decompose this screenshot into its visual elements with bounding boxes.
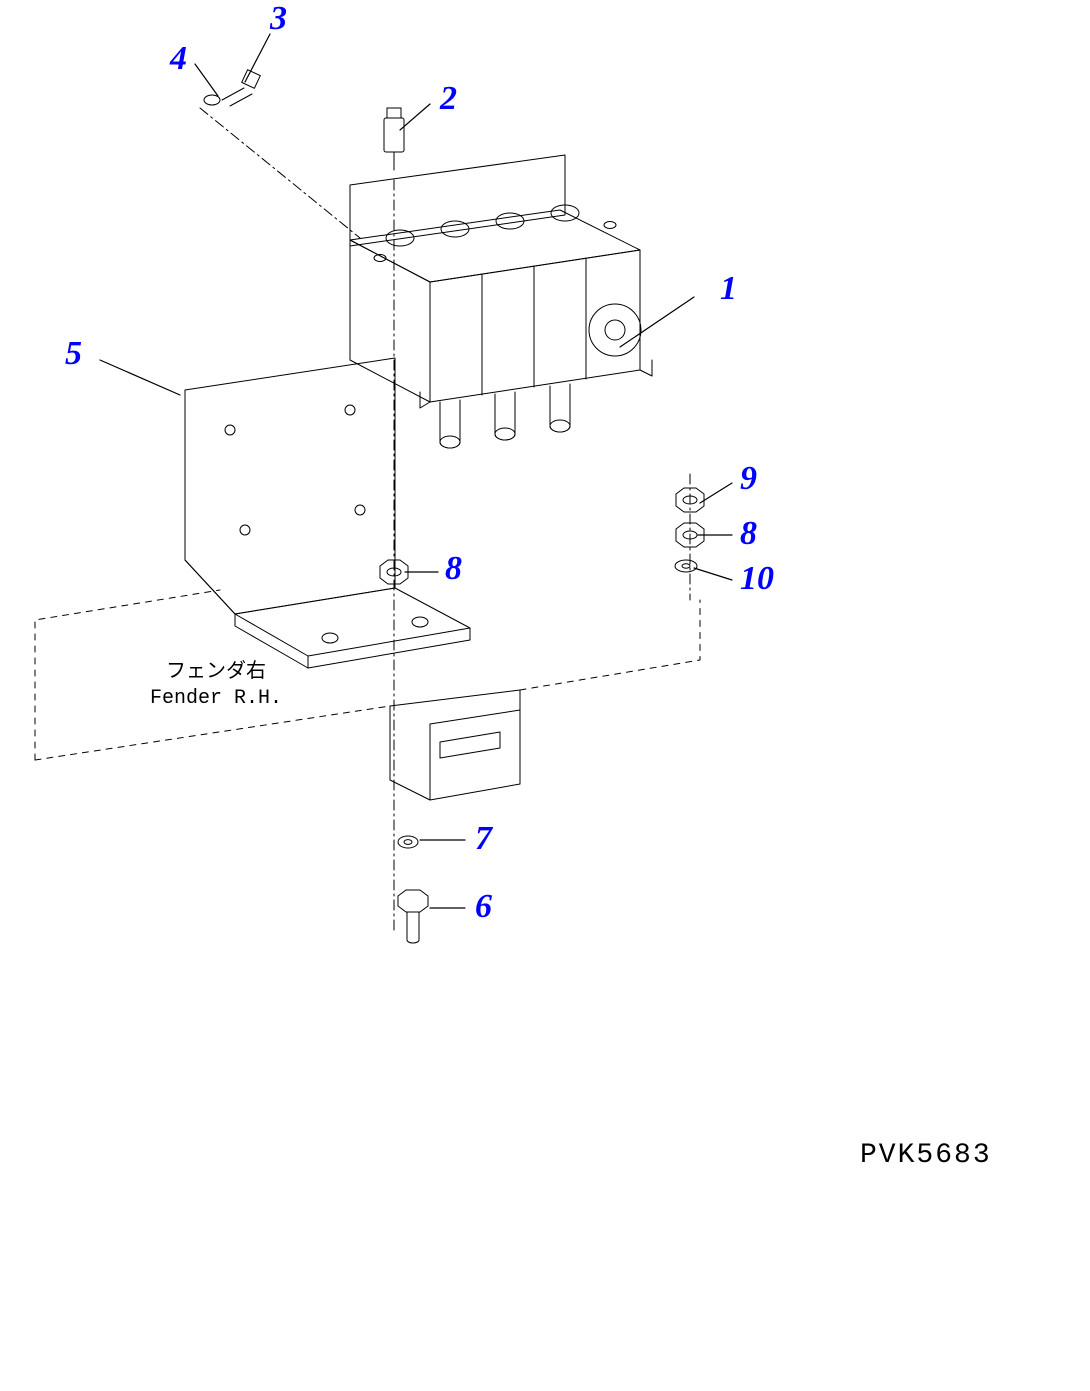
callout-1: 1 <box>720 270 737 308</box>
assembly-axis-c <box>200 108 360 238</box>
callout-4: 4 <box>170 40 187 78</box>
part-bolt-3 <box>222 70 260 106</box>
callout-7: 7 <box>475 820 492 858</box>
callout-9: 9 <box>740 460 757 498</box>
callout-10: 10 <box>740 560 774 598</box>
part-washer-10 <box>675 560 697 572</box>
part-bracket-5 <box>185 358 470 668</box>
fender-outline <box>35 590 700 760</box>
fender-solid <box>390 690 520 800</box>
part-connector-2 <box>384 108 404 170</box>
diagram-canvas: 1 2 3 4 5 6 7 8 8 9 10 フェンダ右 Fender R.H.… <box>0 0 1090 1391</box>
annotation-fender: フェンダ右 Fender R.H. <box>150 660 282 712</box>
callout-8a: 8 <box>445 550 462 588</box>
callout-8b: 8 <box>740 515 757 553</box>
leader-lines <box>100 34 732 908</box>
annotation-fender-en: Fender R.H. <box>150 686 282 712</box>
part-bolt-6 <box>398 890 428 943</box>
callout-3: 3 <box>270 0 287 38</box>
valve-mount-plate <box>350 155 565 246</box>
part-washer-4 <box>204 95 220 105</box>
annotation-fender-jp: フェンダ右 <box>150 660 282 686</box>
callout-2: 2 <box>440 80 457 118</box>
callout-5: 5 <box>65 335 82 373</box>
drawing-number: PVK5683 <box>860 1140 992 1171</box>
part-washer-7 <box>398 836 418 848</box>
callout-6: 6 <box>475 888 492 926</box>
